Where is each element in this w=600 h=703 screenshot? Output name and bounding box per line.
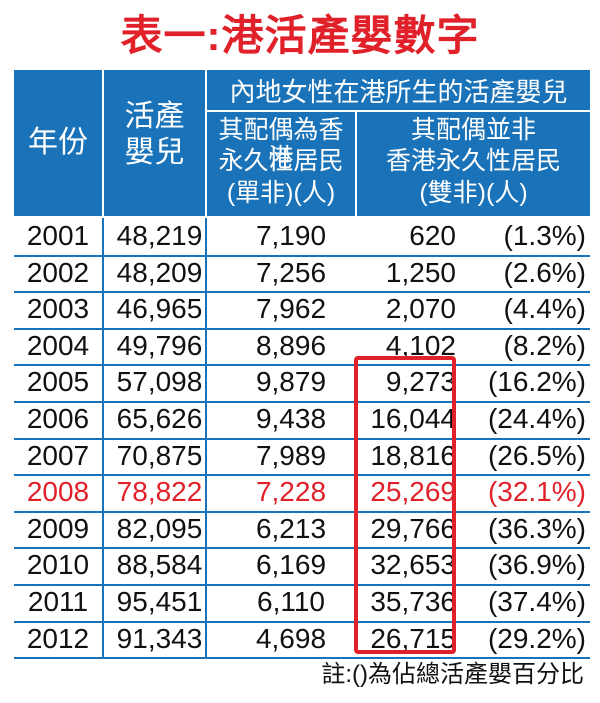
cell-single: 9,438: [255, 403, 327, 434]
cell-single: 6,110: [257, 586, 325, 617]
header-live-births-line1: 活產: [124, 100, 185, 133]
cell-live-births: 70,875: [116, 439, 203, 471]
cell-live-births: 49,796: [116, 329, 203, 361]
header-group: 內地女性在港所生的活產嬰兒: [229, 77, 568, 107]
header-divider: [102, 70, 104, 216]
cell-double: 4,102: [385, 329, 456, 361]
cell-year: 2004: [26, 329, 90, 361]
cell-double: 18,816: [370, 439, 456, 471]
cell-live-births: 46,965: [116, 293, 203, 325]
cell-double: 29,766: [370, 512, 456, 544]
cell-year: 2003: [26, 293, 90, 325]
cell-year: 2009: [26, 512, 90, 544]
header-divider: [355, 112, 357, 216]
table-note: 註:()為佔總活產嬰百分比: [321, 661, 584, 688]
cell-percent: (37.4%): [487, 586, 586, 617]
cell-percent: (32.1%): [487, 476, 586, 508]
cell-single: 7,228: [255, 476, 327, 508]
cell-percent: (24.4%): [487, 403, 586, 434]
table-row: 2008 78,822 7,228 25,269 (32.1%): [14, 474, 590, 513]
cell-live-births: 91,343: [116, 622, 203, 654]
cell-double: 2,070: [385, 293, 456, 325]
table-row: 2009 82,095 6,213 29,766 (36.3%): [14, 511, 590, 550]
cell-double: 26,715: [370, 622, 456, 654]
header-single-line1: 其配偶為香港: [218, 116, 344, 172]
cell-percent: (2.6%): [503, 256, 586, 288]
table-row: 2006 65,626 9,438 16,044 (24.4%): [14, 401, 590, 440]
cell-percent: (16.2%): [487, 366, 586, 398]
table-row: 2004 49,796 8,896 4,102 (8.2%): [14, 328, 590, 367]
cell-double: 25,269: [370, 476, 456, 508]
cell-double: 32,653: [370, 549, 456, 581]
cell-single: 4,698: [255, 622, 327, 654]
header-divider: [205, 110, 590, 112]
cell-live-births: 65,626: [116, 403, 203, 434]
table-row: 2010 88,584 6,169 32,653 (36.9%): [14, 547, 590, 586]
cell-live-births: 48,219: [116, 220, 203, 251]
table-row: 2012 91,343 4,698 26,715 (29.2%): [14, 621, 590, 660]
cell-single: 7,989: [255, 439, 327, 471]
cell-double: 35,736: [370, 586, 456, 617]
cell-year: 2001: [26, 220, 90, 251]
cell-live-births: 82,095: [116, 512, 203, 544]
cell-percent: (8.2%): [503, 329, 586, 361]
cell-percent: (36.9%): [487, 549, 586, 581]
cell-percent: (4.4%): [503, 293, 586, 325]
cell-single: 7,190: [255, 220, 327, 251]
cell-percent: (26.5%): [487, 439, 586, 471]
cell-double: 620: [409, 220, 456, 251]
cell-single: 9,879: [255, 366, 327, 398]
table-title: 表一:港活產嬰數字: [120, 12, 480, 59]
header-single-line3: (單非)(人): [226, 179, 336, 207]
cell-year: 2011: [27, 586, 89, 617]
table-row: 2007 70,875 7,989 18,816 (26.5%): [14, 438, 590, 477]
cell-live-births: 48,209: [116, 256, 203, 288]
header-double-line2: 香港永久性居民: [385, 147, 561, 175]
cell-double: 1,250: [385, 256, 456, 288]
table-row: 2002 48,209 7,256 1,250 (2.6%): [14, 255, 590, 294]
cell-percent: (1.3%): [503, 220, 586, 251]
table-row: 2005 57,098 9,879 9,273 (16.2%): [14, 364, 590, 403]
cell-live-births: 95,451: [116, 586, 203, 617]
table-header: [14, 70, 590, 216]
cell-single: 7,962: [255, 293, 327, 325]
cell-year: 2007: [26, 439, 90, 471]
table-row: 2003 46,965 7,962 2,070 (4.4%): [14, 291, 590, 330]
cell-year: 2005: [26, 366, 90, 398]
highlight-box: [354, 356, 456, 654]
header-double-line1: 其配偶並非: [410, 116, 536, 144]
cell-live-births: 88,584: [116, 549, 203, 581]
cell-live-births: 57,098: [116, 366, 203, 398]
cell-single: 7,256: [255, 256, 327, 288]
cell-year: 2010: [26, 549, 90, 581]
table-row: 2011 95,451 6,110 35,736 (37.4%): [14, 584, 590, 623]
header-single-line2: 永久性居民: [218, 147, 344, 175]
cell-year: 2002: [26, 256, 90, 288]
header-double-line3: (雙非)(人): [419, 179, 528, 207]
cell-year: 2006: [26, 403, 90, 434]
cell-single: 8,896: [255, 329, 327, 361]
cell-year: 2008: [26, 476, 90, 508]
cell-single: 6,213: [255, 512, 327, 544]
cell-percent: (36.3%): [487, 512, 586, 544]
cell-double: 16,044: [370, 403, 456, 434]
cell-percent: (29.2%): [487, 622, 586, 654]
header-divider: [205, 70, 207, 216]
table-row: 2001 48,219 7,190 620 (1.3%): [14, 218, 590, 257]
cell-live-births: 78,822: [116, 476, 203, 508]
cell-year: 2012: [26, 622, 90, 654]
header-year: 年份: [28, 126, 88, 159]
header-live-births-line2: 嬰兒: [124, 136, 185, 169]
cell-single: 6,169: [255, 549, 327, 581]
cell-double: 9,273: [385, 366, 456, 398]
